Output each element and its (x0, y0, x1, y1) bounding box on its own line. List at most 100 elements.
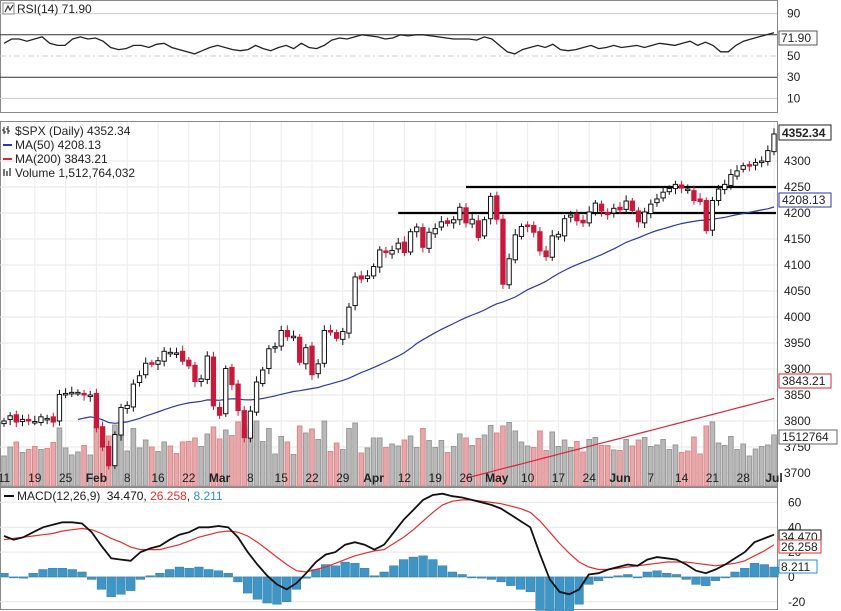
macd-hist-bar-71 (691, 576, 701, 585)
macd-hist-bar-64 (623, 574, 633, 578)
candle-body-61 (377, 249, 383, 268)
candle-body-101 (623, 200, 629, 210)
candle-body-10 (62, 392, 69, 396)
candle-body-3 (19, 418, 26, 423)
candle-body-50 (309, 345, 315, 376)
volume-bar-123 (758, 446, 765, 487)
volume-bar-91 (561, 439, 568, 487)
price-tick-3800: 3800 (784, 414, 811, 428)
volume-bar-9 (56, 427, 63, 487)
volume-bar-93 (574, 441, 580, 487)
candle-body-99 (611, 207, 617, 214)
volume-bar-64 (395, 445, 402, 487)
candle-body-64 (395, 242, 401, 250)
date-tick-28-24: 28 (737, 471, 751, 485)
candle-body-71 (438, 221, 445, 228)
volume-bar-13 (81, 445, 87, 487)
candle-body-56 (346, 306, 352, 334)
macd-hist-bar-39 (379, 571, 389, 578)
volume-bar-33 (204, 433, 211, 487)
volume-bar-90 (555, 446, 562, 487)
macd-hist-bar-75 (730, 571, 740, 578)
candle-body-43 (266, 348, 272, 369)
macd-hist-bar-0 (0, 573, 9, 578)
volume-bar-61 (376, 437, 383, 487)
price-tick-4300: 4300 (784, 154, 811, 168)
volume-bar-101 (623, 439, 629, 487)
macd-hist-bar-54 (525, 576, 535, 593)
volume-bar-50 (309, 428, 315, 487)
volume-bar-99 (611, 449, 617, 487)
volume-bar-43 (266, 428, 272, 487)
volume-bar-94 (580, 451, 586, 487)
volume-bar-72 (444, 452, 451, 487)
date-tick-Jun-20: Jun (609, 471, 630, 485)
macd-hist-bar-27 (262, 576, 272, 604)
macd-hist-bar-53 (515, 576, 526, 590)
candle-body-125 (771, 133, 777, 153)
volume-bar-98 (604, 445, 611, 487)
candle-body-113 (697, 198, 703, 203)
macd-hist-bar-34 (330, 565, 340, 578)
candle-body-21 (130, 383, 137, 408)
candle-body-70 (432, 228, 438, 235)
volume-bar-36 (222, 429, 229, 487)
candle-body-107 (660, 191, 666, 199)
candle-body-39 (241, 410, 247, 439)
volume-bar-42 (259, 441, 266, 487)
legend-label-1: MA(50) 4208.13 (15, 138, 101, 152)
rsi-value: 71.90 (781, 31, 811, 45)
volume-bar-113 (697, 453, 703, 487)
candle-body-91 (561, 218, 568, 237)
candle-body-78 (481, 219, 488, 237)
volume-bar-48 (296, 425, 303, 487)
macd-hist-bar-22 (213, 570, 224, 578)
volume-bar-85 (524, 445, 531, 487)
macd-hist-bar-46 (447, 571, 457, 578)
macd-hist-bar-15 (145, 575, 155, 578)
volume-bar-44 (272, 453, 278, 487)
candle-body-42 (260, 369, 266, 385)
volume-bar-89 (549, 431, 556, 487)
candle-body-20 (124, 404, 130, 410)
rsi-tick-90: 90 (787, 7, 801, 21)
date-tick-15-9: 15 (275, 471, 289, 485)
macd-hist-bar-52 (506, 576, 516, 586)
candle-body-89 (549, 235, 555, 258)
macd-hist-bar-55 (535, 576, 545, 611)
macd-hist-bar-33 (321, 564, 331, 578)
date-tick-24-19: 24 (583, 471, 597, 485)
macd-hist-bar-67 (652, 570, 662, 578)
ma50-badge: 4208.13 (778, 192, 832, 208)
volume-bar-69 (426, 440, 432, 487)
volume-badge: 1512764 (778, 429, 838, 445)
macd-hist-bar-3 (28, 573, 38, 578)
price-tick-4000: 4000 (784, 310, 811, 324)
volume-bar-26 (161, 441, 167, 487)
candle-body-80 (494, 195, 500, 220)
volume-bar-66 (407, 435, 414, 487)
candle-body-40 (247, 410, 254, 439)
candle-body-119 (734, 170, 740, 177)
macd-hist-bar-66 (642, 571, 652, 578)
volume-bar-46 (284, 441, 291, 487)
volume-bar-53 (327, 451, 334, 487)
volume-bar-24 (149, 446, 155, 487)
date-tick-22-6: 22 (182, 471, 196, 485)
candle-body-38 (235, 383, 241, 412)
macd-label-v2: 26.258 (150, 489, 187, 503)
rsi-panel: RSI(14) 71.90 9070503010 71.90 (0, 0, 818, 113)
date-tick-26-15: 26 (459, 471, 473, 485)
macd-hist-bar-49 (477, 576, 487, 579)
date-tick-19-1: 19 (28, 471, 42, 485)
macd-badge-2: 26.258 (778, 539, 822, 554)
volume-bar-30 (185, 441, 192, 487)
candle-body-116 (715, 188, 722, 202)
candle-body-118 (728, 174, 734, 186)
volume-bar-59 (364, 447, 371, 487)
volume-bar-1 (7, 446, 13, 487)
volume-bar-109 (672, 444, 679, 487)
rsi-icon (2, 2, 15, 15)
candle-body-111 (685, 188, 691, 192)
candle-body-25 (155, 360, 161, 365)
